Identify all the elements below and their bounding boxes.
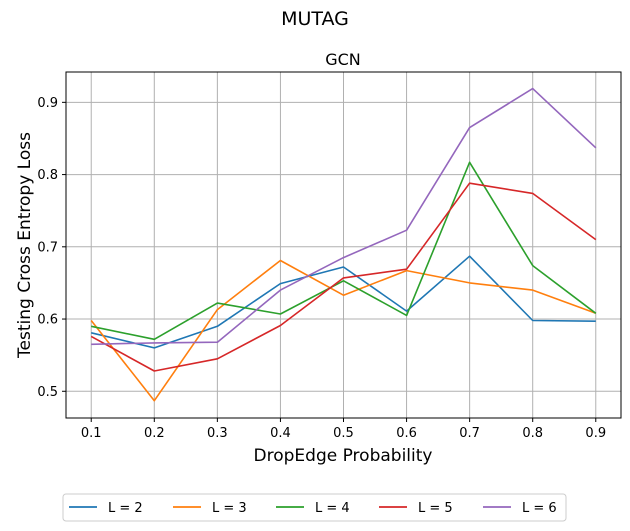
series-line-l3: [90, 259, 597, 402]
x-tick-label: 0.2: [144, 426, 165, 441]
legend-box: [62, 493, 567, 522]
series-lines: [90, 87, 597, 402]
x-tick-label: 0.9: [585, 426, 606, 441]
y-tick-label: 0.5: [37, 385, 58, 400]
x-tick-label: 0.3: [207, 426, 228, 441]
y-tick-label: 0.8: [37, 168, 58, 183]
series-line-l6: [91, 87, 597, 346]
legend-label-l6: L = 6: [522, 501, 557, 516]
chart-title: GCN: [325, 50, 361, 69]
x-tick-label: 0.1: [81, 426, 102, 441]
x-axis-label: DropEdge Probability: [254, 446, 433, 466]
series-line-l5: [90, 182, 597, 372]
x-tick-label: 0.6: [396, 426, 417, 441]
x-tick-label: 0.7: [459, 426, 480, 441]
grid: [66, 72, 621, 418]
y-tick-label: 0.6: [37, 313, 58, 328]
x-axis-ticks: 0.1 0.2 0.3 0.4 0.5 0.6 0.7 0.8 0.9: [81, 418, 606, 441]
x-tick-label: 0.8: [522, 426, 543, 441]
legend-label-l2: L = 2: [108, 501, 143, 516]
series-line-l2: [91, 255, 596, 349]
y-axis-label: Testing Cross Entropy Loss: [15, 132, 35, 359]
legend-label-l5: L = 5: [418, 501, 453, 516]
legend-label-l3: L = 3: [212, 501, 247, 516]
series-line-l4: [91, 161, 597, 341]
legend: L = 2 L = 3 L = 4 L = 5 L = 6: [62, 493, 567, 522]
chart-suptitle: MUTAG: [281, 8, 349, 30]
legend-label-l4: L = 4: [315, 501, 350, 516]
y-tick-label: 0.7: [37, 240, 58, 255]
x-tick-label: 0.4: [270, 426, 291, 441]
y-axis-ticks: 0.5 0.6 0.7 0.8 0.9: [37, 96, 66, 400]
y-tick-label: 0.9: [37, 96, 58, 111]
x-tick-label: 0.5: [333, 426, 354, 441]
